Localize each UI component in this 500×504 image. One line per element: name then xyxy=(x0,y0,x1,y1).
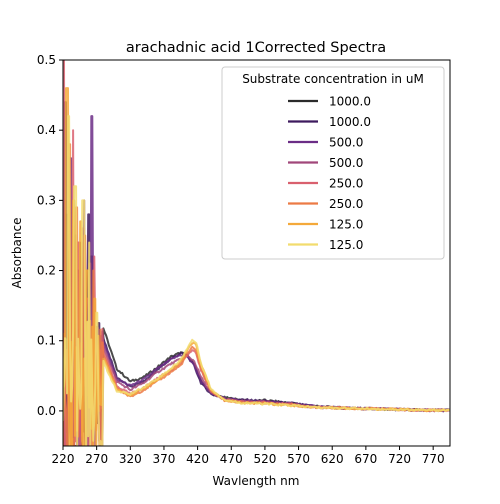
legend-label-4: 250.0 xyxy=(329,177,363,191)
legend: Substrate concentration in uM 1000.0 1000… xyxy=(221,66,445,260)
y-tick-label: 0.2 xyxy=(37,264,56,278)
legend-label-6: 125.0 xyxy=(329,218,363,232)
legend-label-7: 125.0 xyxy=(329,238,363,252)
series-line-7 xyxy=(63,115,450,446)
legend-label-2: 500.0 xyxy=(329,136,363,150)
y-axis-label: Absorbance xyxy=(10,218,24,289)
x-tick-label: 620 xyxy=(321,452,344,466)
series-lines xyxy=(63,60,450,446)
legend-title: Substrate concentration in uM xyxy=(242,72,424,86)
legend-label-1: 1000.0 xyxy=(329,115,371,129)
legend-label-3: 500.0 xyxy=(329,156,363,170)
chart-title: arachadnic acid 1Corrected Spectra xyxy=(126,40,386,56)
y-tick-label: 0.4 xyxy=(37,123,56,137)
plot-frame xyxy=(62,59,451,447)
legend-label-0: 1000.0 xyxy=(329,95,371,109)
x-tick-label: 220 xyxy=(52,452,75,466)
y-axis: 0.0 0.1 0.2 0.3 0.4 0.5 xyxy=(37,53,63,418)
x-tick-label: 370 xyxy=(153,452,176,466)
x-tick-label: 670 xyxy=(354,452,377,466)
legend-box xyxy=(221,66,445,260)
y-tick-label: 0.5 xyxy=(37,53,56,67)
x-tick-label: 720 xyxy=(388,452,411,466)
x-tick-label: 320 xyxy=(119,452,142,466)
x-tick-label: 270 xyxy=(85,452,108,466)
x-axis: 220 270 320 370 420 470 520 570 620 670 720 770 xyxy=(52,446,445,466)
x-axis-label: Wavlength nm xyxy=(213,474,300,488)
x-tick-label: 520 xyxy=(253,452,276,466)
y-tick-label: 0.0 xyxy=(37,404,56,418)
x-tick-label: 420 xyxy=(186,452,209,466)
legend-label-5: 250.0 xyxy=(329,197,363,211)
x-tick-label: 470 xyxy=(220,452,243,466)
x-tick-label: 570 xyxy=(287,452,310,466)
y-tick-label: 0.1 xyxy=(37,334,56,348)
x-tick-label: 770 xyxy=(422,452,445,466)
y-tick-label: 0.3 xyxy=(37,193,56,207)
